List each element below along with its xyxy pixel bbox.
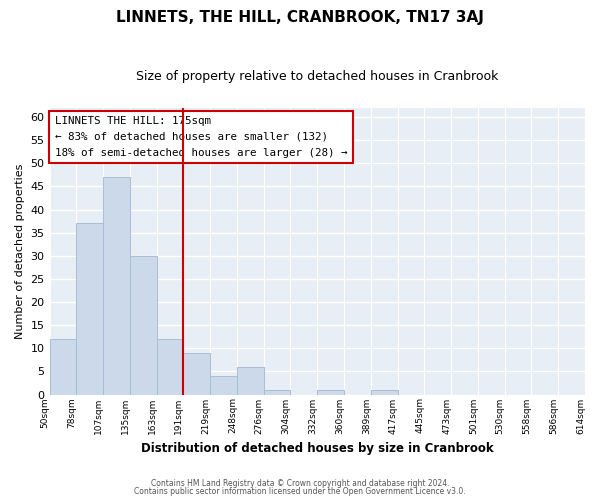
Text: LINNETS THE HILL: 175sqm
← 83% of detached houses are smaller (132)
18% of semi-: LINNETS THE HILL: 175sqm ← 83% of detach… — [55, 116, 347, 158]
Bar — [76, 224, 103, 394]
Bar — [210, 376, 237, 394]
Bar — [50, 339, 76, 394]
Bar — [130, 256, 157, 394]
Title: Size of property relative to detached houses in Cranbrook: Size of property relative to detached ho… — [136, 70, 499, 83]
Text: Contains HM Land Registry data © Crown copyright and database right 2024.: Contains HM Land Registry data © Crown c… — [151, 478, 449, 488]
X-axis label: Distribution of detached houses by size in Cranbrook: Distribution of detached houses by size … — [141, 442, 494, 455]
Y-axis label: Number of detached properties: Number of detached properties — [15, 164, 25, 339]
Text: Contains public sector information licensed under the Open Government Licence v3: Contains public sector information licen… — [134, 487, 466, 496]
Bar — [371, 390, 398, 394]
Bar — [157, 339, 184, 394]
Bar — [317, 390, 344, 394]
Bar — [103, 177, 130, 394]
Bar — [184, 353, 210, 395]
Bar — [264, 390, 290, 394]
Text: LINNETS, THE HILL, CRANBROOK, TN17 3AJ: LINNETS, THE HILL, CRANBROOK, TN17 3AJ — [116, 10, 484, 25]
Bar — [237, 367, 264, 394]
